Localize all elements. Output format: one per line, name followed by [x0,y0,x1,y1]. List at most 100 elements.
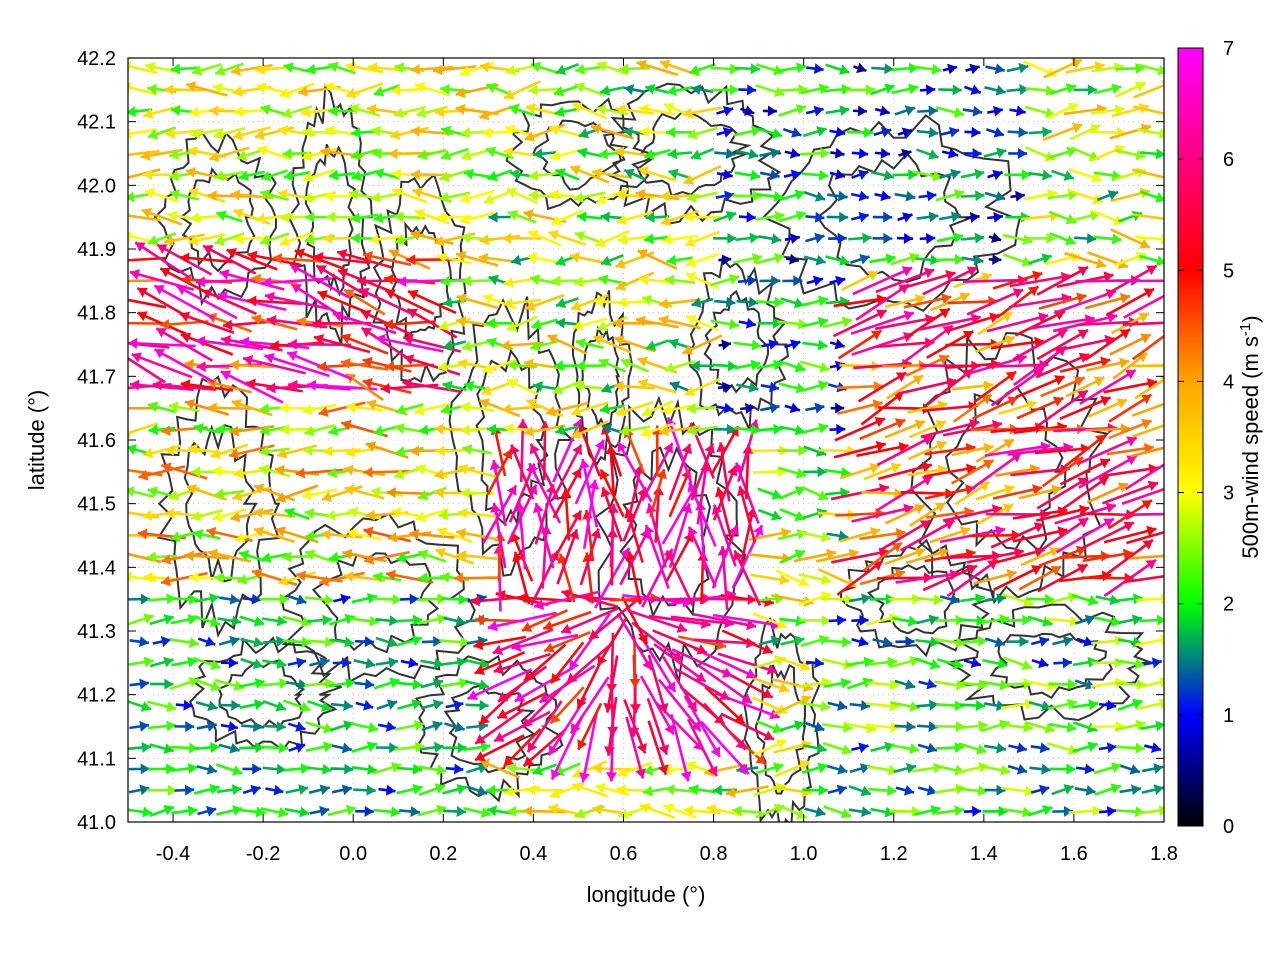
wind-arrow [318,401,366,417]
x-tick-label: 1.0 [790,843,818,865]
wind-arrow [718,339,732,351]
wind-arrow [683,164,722,185]
wind-arrow [493,652,551,675]
wind-arrow [373,806,401,818]
wind-arrow [191,62,222,76]
wind-arrow [421,636,443,648]
wind-arrow [916,211,939,223]
wind-arrow [1035,352,1090,379]
wind-arrow [1130,446,1164,458]
wind-arrow [936,232,964,243]
wind-arrow [147,720,176,732]
wind-arrow [479,758,521,779]
wind-arrow [283,62,311,73]
wind-arrow [805,402,825,414]
wind-arrow [282,551,312,563]
wind-arrow [1003,806,1033,818]
wind-arrow [570,420,609,439]
wind-arrow [993,564,1043,591]
wind-arrow [247,295,302,307]
wind-arrow [219,269,285,291]
wind-arrow [1061,475,1110,511]
y-tick-label: 41.8 [77,303,116,325]
wind-arrow [215,210,243,223]
wind-arrow [918,678,937,690]
wind-arrow [1002,233,1033,246]
wind-arrow [410,229,454,245]
wind-arrow [502,232,543,244]
wind-arrow [1072,741,1098,753]
y-tick-label: 41.6 [77,430,116,452]
wind-arrow [579,712,598,783]
wind-arrow [393,105,426,119]
wind-arrow [732,253,763,265]
wind-arrow [736,485,757,543]
wind-arrow [1106,538,1154,575]
wind-arrow [685,314,719,332]
wind-arrow [779,189,806,202]
wind-arrow [1096,190,1119,202]
wind-arrow [1029,763,1051,775]
wind-arrow [815,548,859,563]
wind-arrow [878,519,932,552]
wind-arrow [325,211,358,223]
wind-arrow [1004,169,1031,181]
wind-arrow [1086,251,1129,270]
wind-arrow [1120,764,1141,775]
wind-arrow [913,63,942,75]
wind-arrow [820,594,855,606]
wind-arrow [330,763,354,775]
wind-arrow [129,636,150,648]
wind-arrow [436,252,473,265]
wind-arrow [674,667,731,701]
wind-arrow [1074,785,1096,796]
wind-arrow [579,458,599,528]
wind-arrow [394,741,425,753]
wind-arrow [1090,104,1125,116]
wind-arrow [573,380,606,392]
wind-arrow [713,423,736,435]
wind-arrow [1052,635,1074,647]
wind-arrow [645,211,670,223]
wind-arrow [1117,698,1143,711]
wind-arrow [892,169,918,181]
wind-arrow [824,466,851,478]
colorbar-tick-label: 7 [1223,38,1234,60]
wind-arrows [128,58,1164,820]
wind-arrow [134,241,190,278]
wind-arrow [1024,232,1056,244]
wind-arrow [409,528,455,540]
wind-arrow [639,675,675,736]
wind-arrow [219,593,240,605]
wind-arrow [195,700,218,712]
wind-arrow [908,501,947,527]
wind-arrow [415,508,449,522]
wind-arrow [827,190,848,202]
wind-arrow [313,333,371,354]
wind-arrow [771,677,814,693]
wind-arrow [924,463,977,478]
wind-arrow [304,549,334,563]
wind-arrow [1064,251,1107,269]
wind-arrow [160,571,208,587]
wind-arrow [192,656,221,670]
wind-arrow [801,169,829,181]
colorbar-tick-label: 4 [1223,371,1234,393]
wind-arrow [868,785,897,797]
wind-arrow [238,550,266,563]
wind-arrow [666,126,694,138]
wind-arrow [260,742,289,754]
wind-arrow [806,63,824,75]
wind-arrow [503,297,542,309]
wind-arrow [372,761,402,775]
wind-arrow [798,677,832,689]
wind-arrow [806,275,824,287]
wind-arrow [464,658,490,669]
wind-arrow [355,699,374,711]
wind-arrow [287,721,306,732]
wind-arrow [712,360,738,372]
wind-arrow [1040,376,1086,398]
wind-arrow [128,700,152,712]
wind-arrow [684,378,721,397]
wind-arrow [960,593,986,605]
